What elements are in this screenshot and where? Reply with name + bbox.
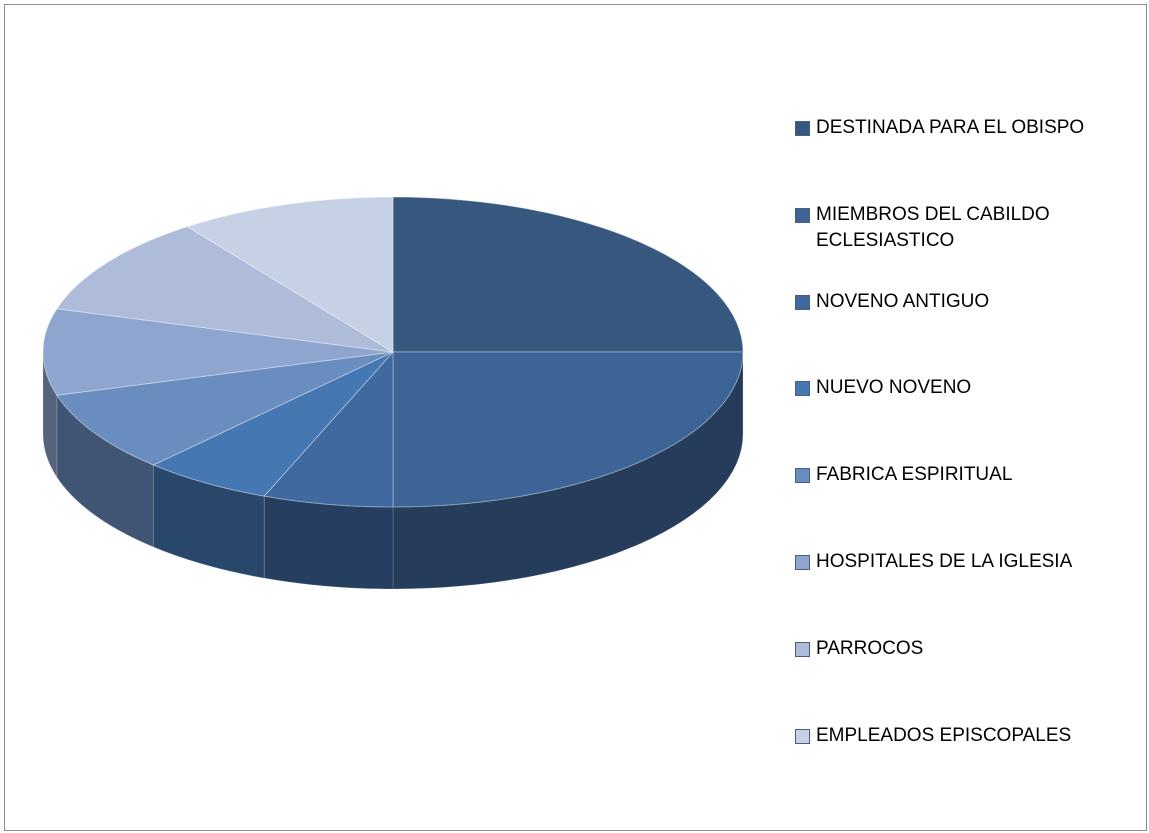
legend-label: PARROCOS	[816, 638, 924, 659]
legend-item: EMPLEADOS EPISCOPALES	[795, 723, 1126, 749]
legend-label: EMPLEADOS EPISCOPALES	[816, 725, 1072, 746]
legend-label: FABRICA ESPIRITUAL	[816, 464, 1013, 485]
legend-swatch	[795, 381, 810, 396]
pie-slice	[56, 226, 394, 353]
legend-item: NOVENO ANTIGUO	[795, 289, 1126, 315]
legend-item: HOSPITALES DE LA IGLESIA	[795, 549, 1126, 575]
chart-frame	[4, 4, 1147, 831]
pie-slice	[263, 350, 394, 508]
legend-swatch	[795, 468, 810, 483]
pie-slice	[56, 351, 394, 466]
legend-label: HOSPITALES DE LA IGLESIA	[816, 551, 1073, 572]
legend-item: PARROCOS	[795, 636, 1126, 662]
legend-swatch	[795, 555, 810, 570]
pie-side	[263, 495, 394, 590]
legend-item: MIEMBROS DEL CABILDO ECLESIASTICO	[795, 202, 1126, 254]
pie-slice	[186, 196, 394, 353]
legend-label: NUEVO NOVENO	[816, 377, 972, 398]
legend-swatch	[795, 642, 810, 657]
legend-label: MIEMBROS DEL CABILDO ECLESIASTICO	[816, 204, 1050, 251]
pie-slice	[152, 351, 394, 497]
legend-item: DESTINADA PARA EL OBISPO	[795, 115, 1126, 141]
legend-swatch	[795, 208, 810, 223]
legend-item: NUEVO NOVENO	[795, 375, 1126, 401]
legend-item: FABRICA ESPIRITUAL	[795, 462, 1126, 488]
pie-slice	[392, 351, 744, 508]
legend-swatch	[795, 729, 810, 744]
pie-slice	[42, 308, 394, 396]
legend-swatch	[795, 295, 810, 310]
pie-slice	[392, 196, 744, 353]
legend-label: DESTINADA PARA EL OBISPO	[816, 117, 1085, 138]
legend-swatch	[795, 121, 810, 136]
legend-label: NOVENO ANTIGUO	[816, 291, 990, 312]
